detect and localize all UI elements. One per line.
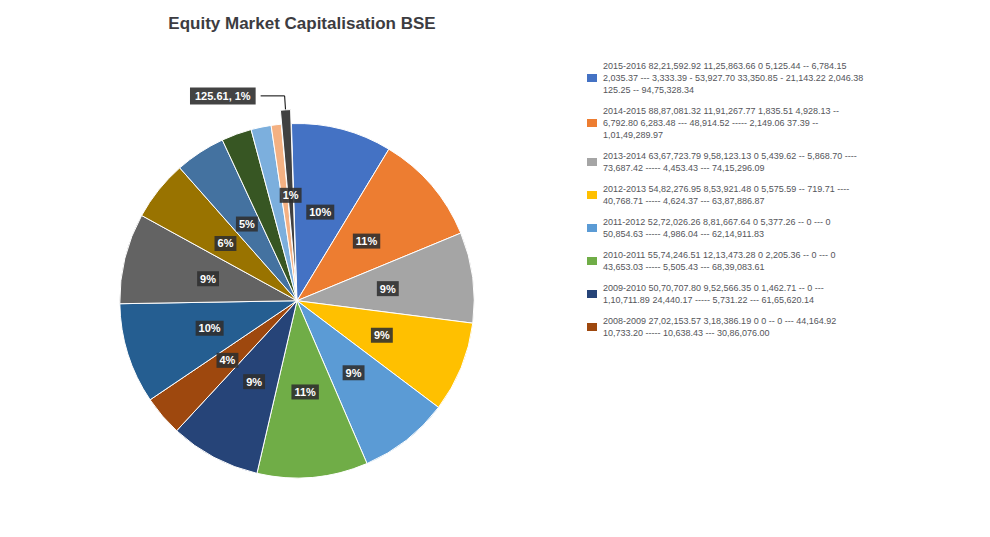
svg-text:2008-2009 27,02,153.57 3,18,38: 2008-2009 27,02,153.57 3,18,386.19 0 0 -… bbox=[603, 316, 836, 326]
svg-text:11%: 11% bbox=[294, 386, 316, 398]
svg-text:125.25 -- 94,75,328.34: 125.25 -- 94,75,328.34 bbox=[603, 85, 694, 95]
svg-text:1,10,711.89 24,440.17 ----- 5,: 1,10,711.89 24,440.17 ----- 5,731.22 ---… bbox=[603, 295, 814, 305]
svg-text:1,01,49,289.97: 1,01,49,289.97 bbox=[603, 130, 663, 140]
svg-text:43,653.03 ----- 5,505.43 --- 6: 43,653.03 ----- 5,505.43 --- 68,39,083.6… bbox=[603, 262, 765, 272]
svg-text:1%: 1% bbox=[283, 189, 299, 201]
svg-text:9%: 9% bbox=[246, 376, 262, 388]
svg-text:2009-2010 50,70,707.80 9,52,56: 2009-2010 50,70,707.80 9,52,566.35 0 1,4… bbox=[603, 283, 824, 293]
svg-text:125.61, 1%: 125.61, 1% bbox=[195, 90, 251, 102]
svg-text:2012-2013 54,82,276.95 8,53,92: 2012-2013 54,82,276.95 8,53,921.48 0 5,5… bbox=[603, 184, 849, 194]
svg-text:73,687.42 ----- 4,453.43 --- 7: 73,687.42 ----- 4,453.43 --- 74,15,296.0… bbox=[603, 163, 765, 173]
svg-text:2015-2016 82,21,592.92 11,25,8: 2015-2016 82,21,592.92 11,25,863.66 0 5,… bbox=[603, 61, 847, 71]
svg-text:40,768.71 ----- 4,624.37 --- 6: 40,768.71 ----- 4,624.37 --- 63,87,886.8… bbox=[603, 196, 765, 206]
svg-text:5%: 5% bbox=[239, 218, 255, 230]
svg-text:10%: 10% bbox=[199, 322, 221, 334]
svg-text:2014-2015 88,87,081.32 11,91,2: 2014-2015 88,87,081.32 11,91,267.77 1,83… bbox=[603, 106, 839, 116]
svg-text:2011-2012 52,72,026.26 8,81,66: 2011-2012 52,72,026.26 8,81,667.64 0 5,3… bbox=[603, 217, 831, 227]
svg-text:9%: 9% bbox=[200, 273, 216, 285]
svg-text:2010-2011 55,74,246.51 12,13,4: 2010-2011 55,74,246.51 12,13,473.28 0 2,… bbox=[603, 250, 836, 260]
svg-text:4%: 4% bbox=[220, 354, 236, 366]
svg-text:10%: 10% bbox=[309, 206, 331, 218]
svg-text:50,854.63 ----- 4,986.04 --- 6: 50,854.63 ----- 4,986.04 --- 62,14,911.8… bbox=[603, 229, 764, 239]
svg-text:2013-2014 63,67,723.79 9,58,12: 2013-2014 63,67,723.79 9,58,123.13 0 5,4… bbox=[603, 151, 857, 161]
svg-text:6%: 6% bbox=[218, 237, 234, 249]
svg-text:Equity Market Capitalisation B: Equity Market Capitalisation BSE bbox=[168, 14, 435, 33]
svg-text:11%: 11% bbox=[356, 235, 378, 247]
svg-text:9%: 9% bbox=[346, 367, 362, 379]
svg-text:9%: 9% bbox=[380, 283, 396, 295]
svg-text:6,792.80 6,283.48 --- 48,914.5: 6,792.80 6,283.48 --- 48,914.52 ----- 2,… bbox=[603, 118, 818, 128]
svg-text:10,733.20 ----- 10,638.43 ---: 10,733.20 ----- 10,638.43 --- 30,86,076.… bbox=[603, 328, 770, 338]
svg-text:9%: 9% bbox=[374, 329, 390, 341]
svg-text:2,035.37 --- 3,333.39 - 53,927: 2,035.37 --- 3,333.39 - 53,927.70 33,350… bbox=[603, 73, 863, 83]
